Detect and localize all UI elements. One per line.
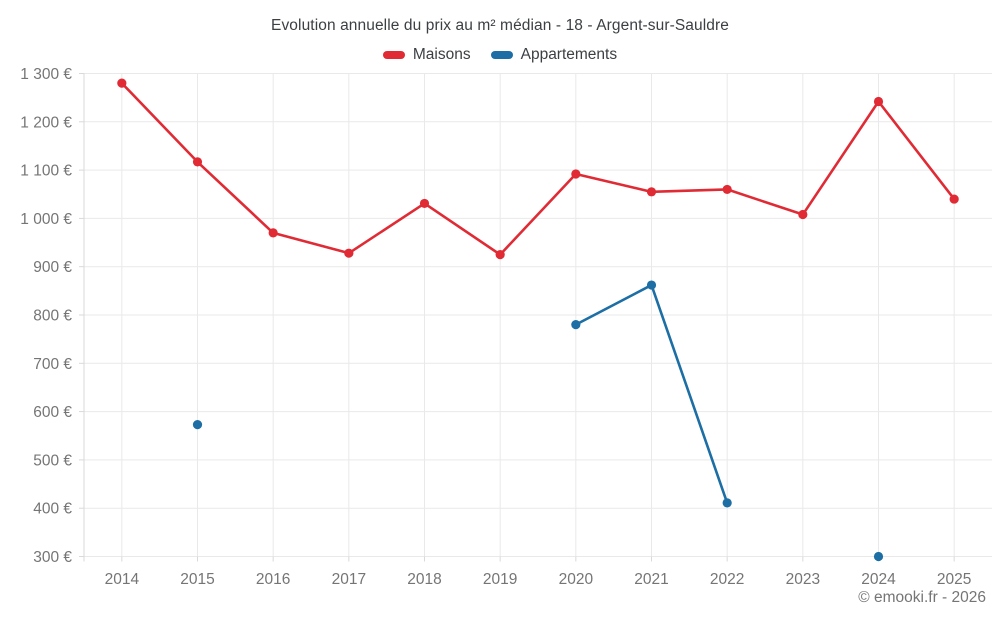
- appartements-point-2020[interactable]: [571, 320, 581, 330]
- chart-legend: Maisons Appartements: [0, 46, 1000, 64]
- x-axis-label: 2022: [710, 571, 744, 588]
- maisons-point-2021[interactable]: [646, 187, 657, 197]
- appartements-point-2021[interactable]: [646, 280, 657, 290]
- maisons-point-2018[interactable]: [419, 198, 430, 209]
- maisons-point-2019[interactable]: [495, 250, 505, 260]
- x-axis-label: 2024: [861, 571, 896, 588]
- maisons-point-2016[interactable]: [268, 228, 278, 238]
- x-axis-label: 2015: [180, 571, 214, 588]
- y-axis-label: 1 100 €: [20, 163, 72, 180]
- maisons-point-2014[interactable]: [117, 78, 127, 88]
- y-axis-label: 400 €: [33, 501, 72, 518]
- x-axis-label: 2017: [332, 571, 366, 588]
- y-axis-label: 500 €: [33, 452, 72, 469]
- x-axis-label: 2019: [483, 571, 517, 588]
- legend-item-appartements[interactable]: Appartements: [490, 46, 618, 64]
- legend-item-maisons[interactable]: Maisons: [382, 46, 471, 64]
- appartements-point-2022[interactable]: [722, 498, 732, 508]
- y-axis-label: 1 200 €: [20, 114, 72, 131]
- chart-title: Evolution annuelle du prix au m² médian …: [271, 17, 729, 34]
- y-axis-label: 900 €: [33, 259, 72, 276]
- x-axis-label: 2023: [786, 571, 820, 588]
- maisons-point-2022[interactable]: [722, 184, 732, 195]
- x-axis-label: 2025: [937, 571, 971, 588]
- x-axis-label: 2014: [105, 571, 140, 588]
- appartements-legend-label: Appartements: [520, 46, 618, 63]
- y-axis-label: 800 €: [33, 308, 72, 325]
- maisons-point-2020[interactable]: [571, 169, 581, 179]
- maisons-legend-swatch: [382, 51, 405, 59]
- x-axis-label: 2018: [407, 571, 441, 588]
- copyright-watermark: © emooki.fr - 2026: [858, 589, 986, 606]
- maisons-point-2023[interactable]: [798, 209, 808, 220]
- y-axis-label: 1 000 €: [20, 211, 72, 228]
- maisons-point-2025[interactable]: [949, 194, 959, 204]
- maisons-point-2015[interactable]: [192, 157, 203, 167]
- maisons-point-2017[interactable]: [344, 248, 354, 258]
- x-axis-label: 2021: [634, 571, 668, 588]
- maisons-point-2024[interactable]: [873, 96, 884, 107]
- appartements-legend-swatch: [490, 51, 513, 59]
- y-axis-label: 600 €: [33, 404, 72, 421]
- y-axis-label: 1 300 €: [20, 66, 72, 83]
- appartements-point-2015[interactable]: [192, 420, 203, 430]
- y-axis-label: 700 €: [33, 356, 72, 373]
- maisons-legend-label: Maisons: [412, 46, 471, 63]
- maisons-line: [120, 81, 956, 256]
- appartements-point-2024[interactable]: [873, 551, 884, 562]
- y-axis-label: 300 €: [33, 549, 72, 566]
- x-axis-label: 2020: [559, 571, 594, 588]
- x-axis-label: 2016: [256, 571, 290, 588]
